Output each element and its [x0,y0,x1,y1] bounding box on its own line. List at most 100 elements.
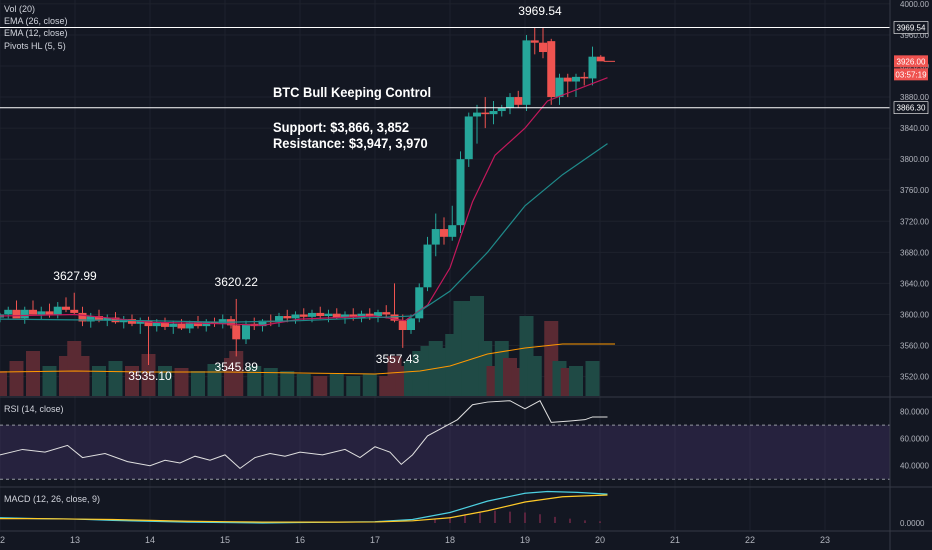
candle-body[interactable] [423,244,432,288]
candle-body[interactable] [415,287,424,319]
candle-body[interactable] [202,322,211,327]
candle-body[interactable] [365,313,374,317]
candle-body[interactable] [136,320,145,324]
candle-body[interactable] [4,309,13,315]
candle-body[interactable] [177,323,186,329]
candle-body[interactable] [308,312,316,317]
volume-bar [42,366,57,396]
candle-body[interactable] [103,317,112,321]
candle-body[interactable] [95,316,103,321]
candle-body[interactable] [242,323,250,340]
volume-bar [329,374,344,396]
candle-body[interactable] [86,316,95,322]
candle-body[interactable] [563,77,572,82]
candle-body[interactable] [497,107,506,112]
candle-body[interactable] [70,309,79,313]
ema12-indicator-label[interactable]: EMA (12, close) [4,28,68,38]
time-axis-label: 16 [295,535,305,545]
volume-bar [158,366,172,396]
volume-bar [174,368,189,396]
vol-indicator-label[interactable]: Vol (20) [4,4,36,14]
candle-body[interactable] [232,325,241,340]
candle-body[interactable] [349,314,358,318]
volume-bar [346,376,361,396]
macd-signal-line [0,494,608,523]
rsi-pane [0,400,890,480]
candle-body[interactable] [62,306,70,310]
candle-body[interactable] [78,312,87,322]
horizontal-lines [0,27,890,109]
candle-body[interactable] [316,312,325,317]
price-axis-label: 3760.00 [900,186,929,195]
candle-body[interactable] [161,322,169,327]
candle-body[interactable] [291,314,300,319]
candle-body[interactable] [332,313,341,318]
volume-bar [108,361,123,396]
candle-body[interactable] [572,76,580,82]
candle-body[interactable] [324,313,333,317]
support-price-badge-bg [893,101,929,114]
candle-body[interactable] [20,309,29,319]
candle-body[interactable] [456,159,465,226]
candle-body[interactable] [547,41,556,98]
volume-bar [141,354,156,396]
macd-indicator-label[interactable]: MACD (12, 26, close, 9) [4,494,101,504]
candle-body[interactable] [382,312,391,315]
candle-body[interactable] [53,306,62,315]
candle-body[interactable] [530,40,539,43]
candle-body[interactable] [185,322,194,329]
candle-body[interactable] [481,112,490,115]
candle-body[interactable] [37,311,46,315]
time-axis-label: 15 [220,535,230,545]
candle-body[interactable] [390,314,399,321]
candle-body[interactable] [489,111,498,115]
candle-body[interactable] [448,225,457,237]
candle-body[interactable] [431,229,440,245]
time-axis-label: 20 [595,535,605,545]
pivot-label: 3557.43 [375,351,420,366]
candle-body[interactable] [258,320,267,327]
candle-body[interactable] [522,40,531,105]
macd-pane [0,490,608,524]
candle-body[interactable] [555,77,564,98]
volume-bar [229,351,244,396]
candle-body[interactable] [29,309,37,315]
ema26-indicator-label[interactable]: EMA (26, close) [4,16,68,26]
candle-body[interactable] [283,316,292,319]
time-axis-label: 22 [745,535,755,545]
candle-body[interactable] [152,322,161,327]
candle-body[interactable] [440,229,448,237]
candle-body[interactable] [12,309,21,319]
price-axis-label: 3840.00 [900,124,929,133]
candle-body[interactable] [194,322,202,327]
candle-body[interactable] [473,112,481,117]
time-axis-label: 21 [670,535,680,545]
candle-body[interactable] [128,319,136,324]
candle-body[interactable] [275,316,283,323]
candlesticks [0,27,605,365]
candle-body[interactable] [588,56,597,79]
candle-body[interactable] [45,311,54,315]
price-axis-label: 3960.00 [900,31,929,40]
candle-body[interactable] [407,318,415,330]
candle-body[interactable] [299,314,308,317]
rsi-indicator-label[interactable]: RSI (14, close) [4,404,64,414]
candle-body[interactable] [218,319,227,324]
volume-bar [313,376,328,396]
volume-bar [26,351,40,396]
candle-body[interactable] [464,116,473,160]
candle-body[interactable] [341,314,349,318]
candle-body[interactable] [580,76,589,79]
candle-body[interactable] [374,312,382,317]
candle-body[interactable] [539,42,547,53]
candle-body[interactable] [357,313,366,318]
candle-body[interactable] [514,97,523,105]
pivots-indicator-label[interactable]: Pivots HL (5, 5) [4,41,66,51]
candle-body[interactable] [144,320,153,327]
candle-body[interactable] [398,320,407,330]
candle-body[interactable] [596,56,605,62]
candle-body[interactable] [506,97,514,108]
candle-body[interactable] [169,323,178,327]
volume-bar [280,371,295,396]
